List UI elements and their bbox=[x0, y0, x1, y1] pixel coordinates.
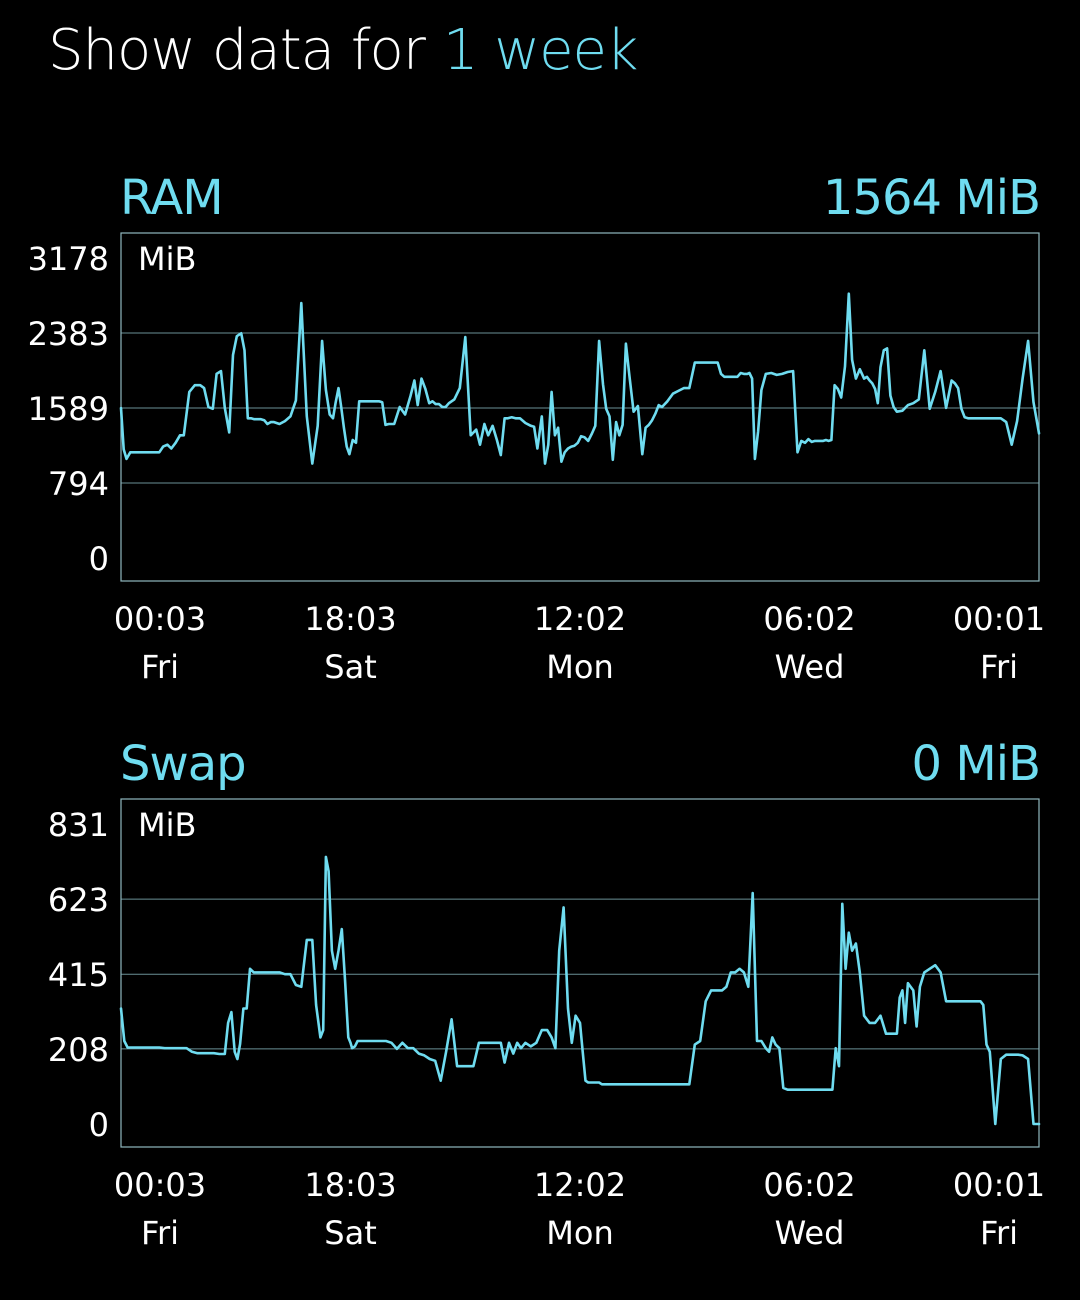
ram-x-tick-day: Mon bbox=[546, 648, 613, 686]
swap-x-tick-day: Fri bbox=[980, 1214, 1018, 1252]
ram-current-value: 1564 MiB bbox=[822, 170, 1041, 226]
swap-y-tick-label: 831 bbox=[48, 806, 109, 844]
swap-y-tick-label: 208 bbox=[48, 1031, 109, 1069]
ram-series-line bbox=[119, 292, 1041, 465]
ram-x-tick-day: Wed bbox=[775, 648, 845, 686]
swap-plot-frame bbox=[120, 798, 1040, 1148]
ram-x-tick-time: 06:02 bbox=[763, 600, 855, 638]
ram-y-tick-label: 1589 bbox=[28, 390, 109, 428]
ram-y-tick-label: 0 bbox=[89, 540, 109, 578]
swap-y-tick-label: 623 bbox=[48, 881, 109, 919]
ram-x-tick-day: Fri bbox=[980, 648, 1018, 686]
ram-plot-frame bbox=[120, 232, 1040, 582]
swap-y-tick-label: 0 bbox=[89, 1106, 109, 1144]
ram-x-tick-time: 18:03 bbox=[304, 600, 396, 638]
swap-x-tick-time: 06:02 bbox=[763, 1166, 855, 1204]
ram-x-tick-time: 00:03 bbox=[114, 600, 206, 638]
ram-x-tick-time: 00:01 bbox=[953, 600, 1045, 638]
ram-y-tick-label: 2383 bbox=[28, 315, 109, 353]
swap-chart: 831 623 415 208 0 MiB 00:03 Fri 18:03 Sat 12:02 Mon… bbox=[48, 798, 1045, 1252]
swap-unit-label: MiB bbox=[138, 806, 196, 844]
header-label: Show data for bbox=[48, 18, 426, 83]
ram-y-tick-label: 794 bbox=[48, 465, 109, 503]
swap-current-value: 0 MiB bbox=[911, 736, 1041, 792]
ram-unit-label: MiB bbox=[138, 240, 196, 278]
swap-x-tick-time: 18:03 bbox=[304, 1166, 396, 1204]
swap-x-tick-day: Fri bbox=[141, 1214, 179, 1252]
swap-x-tick-day: Sat bbox=[324, 1214, 376, 1252]
period-selector[interactable]: 1 week bbox=[442, 18, 639, 83]
ram-y-tick-label: 3178 bbox=[28, 240, 109, 278]
swap-x-tick-day: Mon bbox=[546, 1214, 613, 1252]
ram-x-tick-time: 12:02 bbox=[534, 600, 626, 638]
swap-x-tick-time: 12:02 bbox=[534, 1166, 626, 1204]
ram-x-tick-day: Sat bbox=[324, 648, 376, 686]
period-header: Show data for 1 week bbox=[48, 18, 639, 83]
ram-chart: 3178 2383 1589 794 0 MiB 00:03 Fri 18:03 Sat 12:02… bbox=[28, 232, 1045, 686]
swap-x-tick-day: Wed bbox=[775, 1214, 845, 1252]
swap-title: Swap bbox=[120, 736, 247, 792]
swap-series-line bbox=[119, 855, 1041, 1126]
ram-title: RAM bbox=[120, 170, 224, 226]
swap-x-tick-time: 00:03 bbox=[114, 1166, 206, 1204]
ram-x-tick-day: Fri bbox=[141, 648, 179, 686]
swap-x-tick-time: 00:01 bbox=[953, 1166, 1045, 1204]
swap-y-tick-label: 415 bbox=[48, 956, 109, 994]
